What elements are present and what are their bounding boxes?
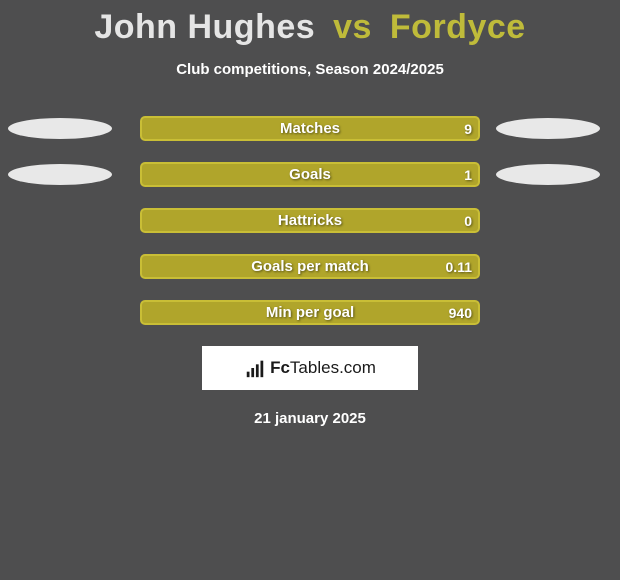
stat-value-right: 0.11 [446,254,472,279]
ellipse-left [8,118,112,139]
logo-text-rest: Tables.com [290,358,376,377]
stat-label: Matches [140,116,480,141]
stat-value-right: 940 [449,300,472,325]
ellipse-right [496,164,600,185]
ellipse-left [8,164,112,185]
stat-row: Hattricks0 [0,208,620,233]
logo-text-bold: Fc [270,358,290,377]
stat-label: Goals per match [140,254,480,279]
stat-row: Min per goal940 [0,300,620,325]
date-text: 21 january 2025 [0,410,620,427]
page-title: John Hughes vs Fordyce [0,0,620,47]
stat-value-right: 0 [464,208,472,233]
bar-chart-icon [244,357,266,379]
stats-rows: Matches9Goals1Hattricks0Goals per match0… [0,116,620,325]
stat-row: Matches9 [0,116,620,141]
stat-value-right: 9 [464,116,472,141]
stat-label: Min per goal [140,300,480,325]
ellipse-right [496,118,600,139]
stat-bar-wrap: Goals1 [140,162,480,187]
stat-row: Goals1 [0,162,620,187]
subtitle: Club competitions, Season 2024/2025 [0,61,620,78]
stat-label: Hattricks [140,208,480,233]
stat-bar-wrap: Min per goal940 [140,300,480,325]
logo-text: FcTables.com [270,358,376,378]
title-player1: John Hughes [94,8,315,46]
stat-row: Goals per match0.11 [0,254,620,279]
stat-bar-wrap: Hattricks0 [140,208,480,233]
title-player2: Fordyce [390,8,526,46]
stat-bar-wrap: Goals per match0.11 [140,254,480,279]
logo-box: FcTables.com [202,346,418,390]
stat-label: Goals [140,162,480,187]
stat-value-right: 1 [464,162,472,187]
title-vs: vs [333,8,372,46]
stat-bar-wrap: Matches9 [140,116,480,141]
